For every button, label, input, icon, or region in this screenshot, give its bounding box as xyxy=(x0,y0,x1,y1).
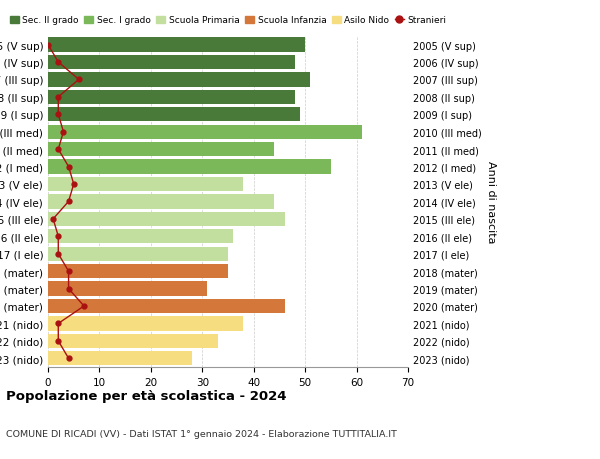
Bar xyxy=(48,73,310,87)
Bar xyxy=(48,125,362,140)
Bar xyxy=(48,352,192,366)
Bar xyxy=(48,212,284,226)
Bar xyxy=(48,90,295,105)
Bar xyxy=(48,160,331,174)
Bar xyxy=(48,38,305,52)
Legend: Sec. II grado, Sec. I grado, Scuola Primaria, Scuola Infanzia, Asilo Nido, Stran: Sec. II grado, Sec. I grado, Scuola Prim… xyxy=(6,13,450,29)
Bar xyxy=(48,299,284,313)
Bar xyxy=(48,247,228,261)
Bar xyxy=(48,108,300,122)
Text: COMUNE DI RICADI (VV) - Dati ISTAT 1° gennaio 2024 - Elaborazione TUTTITALIA.IT: COMUNE DI RICADI (VV) - Dati ISTAT 1° ge… xyxy=(6,429,397,438)
Text: Popolazione per età scolastica - 2024: Popolazione per età scolastica - 2024 xyxy=(6,389,287,403)
Bar xyxy=(48,334,218,348)
Bar xyxy=(48,195,274,209)
Y-axis label: Anni di nascita: Anni di nascita xyxy=(486,161,496,243)
Bar xyxy=(48,230,233,244)
Bar xyxy=(48,178,244,192)
Bar xyxy=(48,143,274,157)
Bar xyxy=(48,317,244,331)
Bar xyxy=(48,56,295,70)
Bar xyxy=(48,282,208,296)
Bar xyxy=(48,264,228,279)
